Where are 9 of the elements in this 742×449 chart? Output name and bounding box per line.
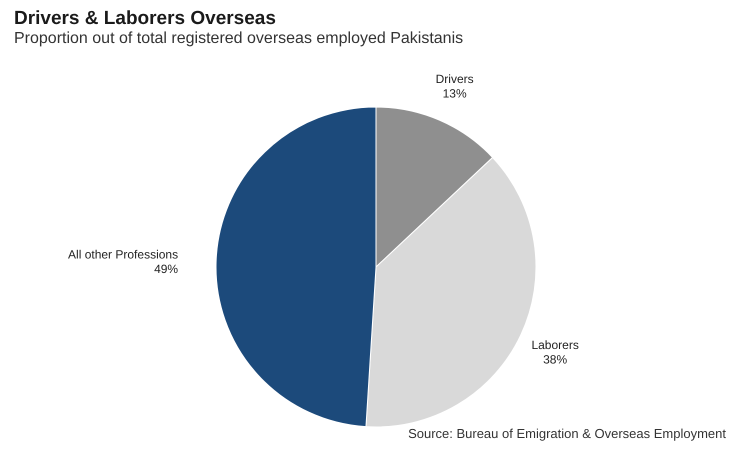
slice-label: Drivers	[436, 72, 474, 86]
chart-subtitle: Proportion out of total registered overseas employed Pakistanis	[14, 30, 464, 48]
data-label: 13%	[442, 86, 467, 100]
data-label: 49%	[154, 262, 178, 276]
data-label: 38%	[543, 352, 568, 366]
slice-label: All other Professions	[68, 247, 178, 262]
slice-label: Laborers	[531, 338, 579, 352]
chart-title: Drivers & Laborers Overseas	[14, 8, 276, 30]
source-note: Source: Bureau of Emigration & Overseas Employment	[408, 426, 726, 441]
